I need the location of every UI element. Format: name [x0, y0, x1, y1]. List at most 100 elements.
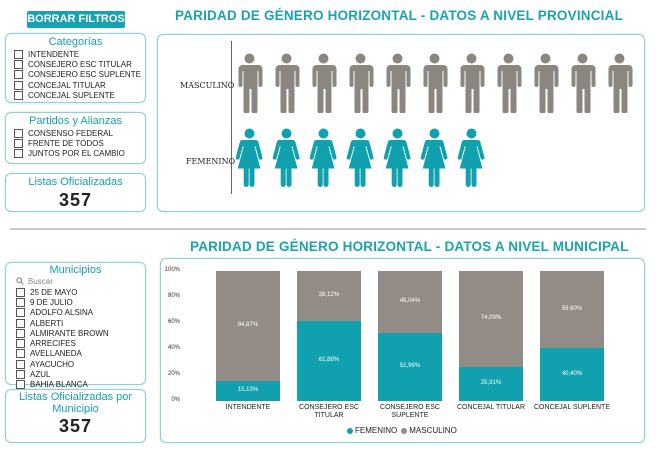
checkbox[interactable]: [16, 318, 25, 328]
categoria-item[interactable]: CONSEJERO ESC SUPLENTE: [14, 70, 145, 80]
checkbox[interactable]: [14, 90, 23, 100]
listas-oficializadas-label: Listas Oficializadas: [28, 176, 123, 188]
categoria-item[interactable]: CONSEJERO ESC TITULAR: [14, 59, 145, 69]
search-input[interactable]: Buscar: [28, 277, 53, 286]
clear-filters-button[interactable]: BORRAR FILTROS: [27, 11, 125, 28]
municipio-item[interactable]: AVELLANEDA: [16, 349, 145, 359]
municipio-item-label: ARRECIFES: [30, 339, 76, 349]
female-person-icon: [346, 128, 374, 187]
bar-masculino[interactable]: [297, 271, 361, 321]
female-icon-row: [234, 128, 493, 193]
municipio-item[interactable]: BAHIA BLANCA: [16, 380, 145, 390]
checkbox[interactable]: [14, 49, 23, 59]
male-person-icon: [312, 53, 337, 113]
checkbox[interactable]: [14, 128, 23, 138]
bar-masculino[interactable]: [216, 271, 280, 382]
checkbox[interactable]: [16, 297, 25, 307]
municipio-item-label: BAHIA BLANCA: [30, 380, 88, 390]
municipio-item-label: AYACUCHO: [30, 359, 75, 369]
pictogram-axis-line: [231, 41, 232, 194]
partidos-filter-panel: Partidos y Alianzas CONSENSO FEDERAL FREN…: [5, 112, 146, 164]
checkbox[interactable]: [16, 359, 25, 369]
section-divider: [10, 228, 646, 230]
checkbox[interactable]: [16, 308, 25, 318]
municipio-item[interactable]: ADOLFO ALSINA: [16, 308, 145, 318]
bar-masculino[interactable]: [459, 271, 523, 368]
checkbox[interactable]: [16, 380, 25, 390]
listas-oficializadas-card: Listas Oficializadas 357: [5, 173, 146, 212]
municipio-item[interactable]: ALBERTI: [16, 318, 145, 328]
municipio-item-label: ADOLFO ALSINA: [30, 308, 94, 318]
x-category-label-line: CONSEJERO ESC: [299, 404, 359, 411]
x-category-label-line: CONCEJAL TITULAR: [456, 404, 526, 411]
municipio-item-label: AVELLANEDA: [30, 349, 82, 359]
municipio-item-label: 9 DE JULIO: [30, 297, 73, 307]
municipio-item[interactable]: AZUL: [16, 369, 145, 380]
male-person-icon: [460, 53, 485, 113]
checkbox[interactable]: [14, 138, 23, 148]
checkbox[interactable]: [16, 370, 25, 380]
masculino-label: MASCULINO: [180, 81, 235, 90]
categoria-item-label: CONCEJAL TITULAR: [28, 80, 106, 90]
x-category-label-line: SUPLENTE: [391, 412, 429, 419]
bar-masculino-value-label: 74,09%: [480, 315, 502, 322]
municipio-item-label: ALBERTI: [30, 318, 64, 328]
municipios-title: Municipios: [49, 264, 102, 276]
bar-femenino-value-label: 15,13%: [237, 387, 259, 394]
checkbox[interactable]: [16, 328, 25, 338]
legend-femenino-swatch: [347, 427, 353, 434]
municipio-item-label: ALMIRANTE BROWN: [30, 328, 109, 338]
partido-item[interactable]: CONSENSO FEDERAL: [14, 128, 145, 138]
checkbox[interactable]: [14, 70, 23, 80]
listas-municipio-value: 357: [58, 416, 93, 436]
municipios-search[interactable]: Buscar: [6, 276, 145, 287]
categorias-title: Categorías: [48, 36, 103, 48]
municipio-item[interactable]: ALMIRANTE BROWN: [16, 328, 145, 338]
checkbox[interactable]: [14, 80, 23, 90]
checkbox[interactable]: [14, 59, 23, 69]
categoria-item[interactable]: INTENDENTE: [14, 49, 145, 59]
municipio-item-label: 25 DE MAYO: [30, 287, 78, 297]
bar-femenino[interactable]: [459, 367, 523, 401]
bar-femenino[interactable]: [540, 348, 604, 401]
municipio-item-label: AZUL: [30, 370, 51, 380]
bar-masculino[interactable]: [378, 271, 442, 334]
female-person-icon: [309, 128, 337, 187]
y-tick-label: 20%: [167, 371, 180, 377]
municipio-item[interactable]: 25 DE MAYO: [16, 287, 145, 297]
partido-item[interactable]: FRENTE DE TODOS: [14, 138, 145, 148]
bar-masculino-value-label: 84,87%: [237, 322, 259, 329]
search-icon: [16, 276, 24, 287]
femenino-label: FEMENINO: [186, 157, 236, 166]
categoria-item[interactable]: CONCEJAL TITULAR: [14, 80, 145, 90]
partido-item-label: JUNTOS POR EL CAMBIO: [28, 149, 125, 159]
checkbox[interactable]: [16, 287, 25, 297]
bar-femenino-value-label: 51,96%: [399, 363, 421, 370]
bar-femenino[interactable]: [378, 333, 442, 401]
male-person-icon: [275, 53, 300, 113]
municipio-item[interactable]: 9 DE JULIO: [16, 297, 145, 307]
stacked-bar-chart: 100% 80% 60% 40% 20% 0% 15,13% 84,87% INTENDENTE…: [161, 259, 644, 442]
male-person-icon: [423, 53, 448, 113]
categoria-item-label: INTENDENTE: [28, 49, 80, 59]
bar-masculino-value-label: 59,60%: [561, 305, 583, 312]
bar-femenino[interactable]: [216, 381, 280, 401]
categorias-filter-panel: Categorías INTENDENTE CONSEJERO ESC TITUL…: [5, 33, 146, 103]
checkbox[interactable]: [14, 149, 23, 159]
listas-municipio-card: Listas Oficializadas por Municipio 357: [5, 389, 146, 443]
partido-item[interactable]: JUNTOS POR EL CAMBIO: [14, 149, 145, 159]
legend-femenino-label: FEMENINO: [355, 426, 398, 435]
municipio-item[interactable]: AYACUCHO: [16, 359, 145, 369]
x-category-label: CONCEJAL TITULAR: [449, 404, 533, 412]
partidos-list: CONSENSO FEDERAL FRENTE DE TODOS JUNTOS PO…: [6, 128, 145, 159]
checkbox[interactable]: [16, 349, 25, 359]
municipio-item[interactable]: ARRECIFES: [16, 338, 145, 349]
female-person-icon: [272, 128, 300, 187]
bar-masculino[interactable]: [540, 271, 604, 349]
bar-femenino[interactable]: [297, 320, 361, 401]
male-person-icon: [386, 53, 411, 113]
y-tick-label: 100%: [164, 267, 180, 273]
x-category-label: CONSEJERO ESC SUPLENTE: [368, 404, 452, 420]
categoria-item[interactable]: CONCEJAL SUPLENTE: [14, 90, 145, 100]
checkbox[interactable]: [16, 339, 25, 349]
